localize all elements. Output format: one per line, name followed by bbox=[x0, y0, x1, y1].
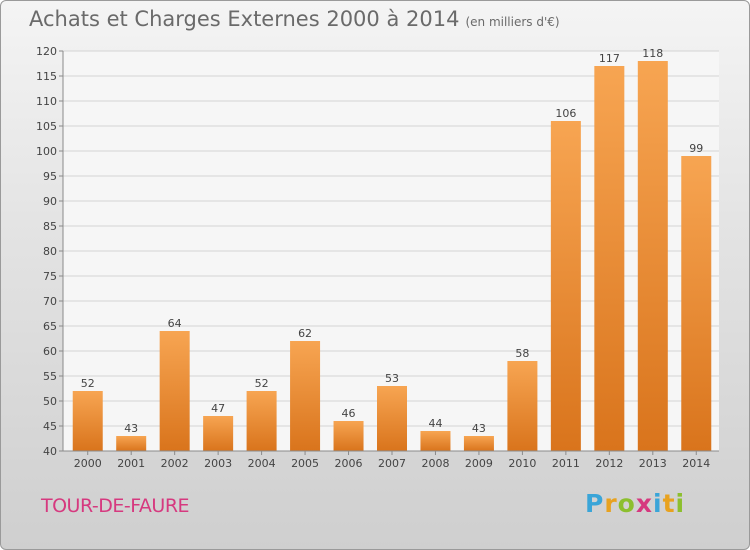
y-tick-label: 75 bbox=[43, 270, 57, 283]
y-tick-label: 120 bbox=[36, 45, 57, 58]
y-tick-label: 80 bbox=[43, 245, 57, 258]
bars: 52 43 64 47 52 62 46 53 44 43 58 106 117 118 99 bbox=[72, 47, 712, 451]
data-label: 62 bbox=[298, 327, 312, 340]
data-label: 47 bbox=[211, 402, 225, 415]
data-label: 46 bbox=[342, 407, 356, 420]
x-tick-label: 2006 bbox=[335, 457, 363, 470]
bar bbox=[333, 421, 364, 451]
place-name: TOUR-DE-FAURE bbox=[41, 495, 190, 517]
x-tick-label: 2001 bbox=[117, 457, 145, 470]
chart-title: Achats et Charges Externes 2000 à 2014 (e… bbox=[29, 7, 560, 31]
x-tick-label: 2010 bbox=[508, 457, 536, 470]
data-label: 117 bbox=[599, 52, 620, 65]
y-tick-label: 45 bbox=[43, 420, 57, 433]
chart-unit: (en milliers d'€) bbox=[465, 15, 560, 29]
x-tick-label: 2000 bbox=[74, 457, 102, 470]
bar bbox=[72, 391, 103, 451]
x-axis: 2000 2001 2002 2003 2004 2005 2006 2007 2008 2009… bbox=[63, 450, 719, 470]
bar bbox=[203, 416, 234, 451]
y-axis: 40 45 50 55 60 65 70 75 80 85 90 95 100 105 110 115 120 bbox=[36, 45, 64, 458]
x-tick-label: 2002 bbox=[161, 457, 189, 470]
bar bbox=[377, 386, 407, 451]
bar bbox=[116, 436, 147, 451]
data-label: 99 bbox=[689, 142, 703, 155]
x-tick-label: 2003 bbox=[204, 457, 232, 470]
y-tick-label: 100 bbox=[36, 145, 57, 158]
bar bbox=[550, 121, 581, 451]
x-tick-label: 2012 bbox=[595, 457, 623, 470]
x-tick-label: 2005 bbox=[291, 457, 319, 470]
data-label: 118 bbox=[642, 47, 663, 60]
bar bbox=[637, 61, 668, 451]
data-label: 52 bbox=[81, 377, 95, 390]
data-label: 43 bbox=[472, 422, 486, 435]
x-tick-label: 2007 bbox=[378, 457, 406, 470]
bar bbox=[594, 66, 625, 451]
x-tick-label: 2008 bbox=[421, 457, 449, 470]
data-label: 64 bbox=[168, 317, 182, 330]
data-label: 43 bbox=[124, 422, 138, 435]
bar bbox=[159, 331, 190, 451]
bar bbox=[681, 156, 712, 451]
y-tick-label: 95 bbox=[43, 170, 57, 183]
x-tick-label: 2014 bbox=[682, 457, 710, 470]
data-label: 58 bbox=[515, 347, 529, 360]
y-tick-label: 60 bbox=[43, 345, 57, 358]
y-tick-label: 50 bbox=[43, 395, 57, 408]
chart-title-text: Achats et Charges Externes 2000 à 2014 bbox=[29, 7, 460, 31]
x-tick-label: 2011 bbox=[552, 457, 580, 470]
data-label: 106 bbox=[555, 107, 576, 120]
bar bbox=[507, 361, 538, 451]
data-label: 44 bbox=[428, 417, 442, 430]
y-tick-label: 115 bbox=[36, 70, 57, 83]
y-tick-label: 40 bbox=[43, 445, 57, 458]
bar bbox=[420, 431, 451, 451]
data-label: 52 bbox=[255, 377, 269, 390]
y-tick-label: 70 bbox=[43, 295, 57, 308]
bar bbox=[463, 436, 494, 451]
y-tick-label: 55 bbox=[43, 370, 57, 383]
y-tick-label: 85 bbox=[43, 220, 57, 233]
y-tick-label: 65 bbox=[43, 320, 57, 333]
bar bbox=[290, 341, 321, 451]
x-tick-label: 2009 bbox=[465, 457, 493, 470]
y-tick-label: 90 bbox=[43, 195, 57, 208]
y-tick-label: 110 bbox=[36, 95, 57, 108]
x-tick-label: 2013 bbox=[639, 457, 667, 470]
x-tick-label: 2004 bbox=[248, 457, 276, 470]
proxiti-logo: Proxiti bbox=[585, 489, 686, 518]
bar bbox=[246, 391, 277, 451]
data-label: 53 bbox=[385, 372, 399, 385]
y-tick-label: 105 bbox=[36, 120, 57, 133]
